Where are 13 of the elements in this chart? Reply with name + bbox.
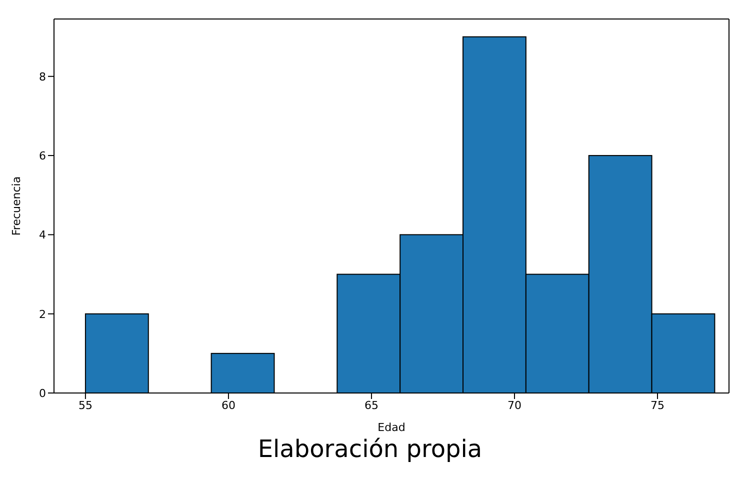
y-axis-title: Frecuencia — [10, 176, 23, 236]
y-tick-label: 4 — [39, 228, 46, 242]
x-tick-label: 60 — [221, 398, 236, 412]
y-tick-label: 0 — [39, 386, 46, 400]
x-tick-label: 55 — [78, 398, 92, 412]
text: Elaboración propia — [256, 435, 484, 463]
x-tick-label: 75 — [650, 398, 664, 412]
x-tick-label: 70 — [507, 398, 522, 412]
x-tick-label: 65 — [364, 398, 378, 412]
y-tick-label: 8 — [39, 70, 46, 84]
y-tick-label: 6 — [39, 149, 46, 162]
x-axis-title: Edad — [378, 421, 406, 434]
y-tick-label: 2 — [39, 308, 46, 321]
